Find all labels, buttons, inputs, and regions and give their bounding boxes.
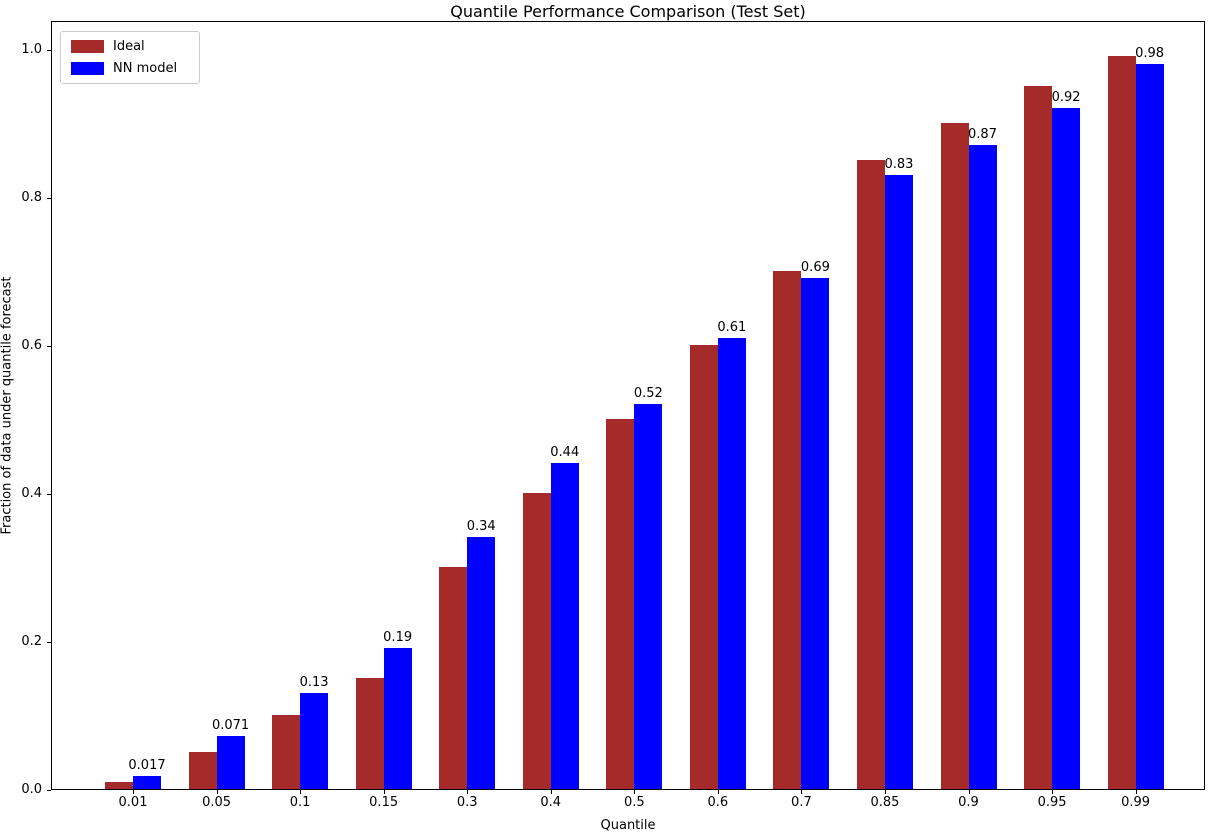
- x-tick-mark: [216, 790, 218, 794]
- x-tick-mark: [968, 790, 970, 794]
- y-tick-label: 1.0: [21, 42, 42, 57]
- bar-value-label: 0.98: [1135, 45, 1165, 61]
- x-tick-label: 0.99: [1121, 795, 1151, 810]
- bar-ideal: [606, 419, 635, 789]
- bar-nn-model: [133, 776, 161, 789]
- bar-value-label: 0.071: [211, 718, 250, 734]
- bar-ideal: [1024, 86, 1053, 789]
- bar-value-label: 0.92: [1051, 90, 1081, 106]
- bar-nn-model: [884, 174, 913, 789]
- x-axis-label: Quantile: [600, 818, 656, 833]
- bar-ideal: [439, 567, 468, 789]
- y-tick-mark: [47, 198, 51, 199]
- bar-value-label: 0.34: [466, 519, 496, 535]
- bar-nn-model: [300, 692, 329, 789]
- bar-value-label: 0.44: [550, 445, 580, 461]
- x-tick-label: 0.05: [202, 795, 232, 810]
- bar-ideal: [188, 752, 217, 789]
- bar-ideal: [856, 160, 885, 789]
- chart-title: Quantile Performance Comparison (Test Se…: [450, 2, 806, 21]
- legend-label-ideal: Ideal: [113, 39, 145, 54]
- x-tick-mark: [467, 790, 469, 794]
- y-tick-mark: [47, 642, 51, 643]
- x-tick-label: 0.3: [456, 795, 478, 810]
- y-tick-mark: [47, 790, 51, 791]
- x-tick-mark: [801, 790, 803, 794]
- bar-nn-model: [717, 337, 746, 789]
- x-tick-label: 0.4: [540, 795, 562, 810]
- legend-item-nn-model: NN model: [71, 61, 189, 76]
- y-tick-label: 0.4: [21, 486, 42, 501]
- x-tick-label: 0.01: [118, 795, 148, 810]
- bar-value-label: 0.61: [717, 319, 747, 335]
- bar-value-label: 0.017: [128, 758, 166, 774]
- x-tick-label: 0.6: [707, 795, 729, 810]
- bar-ideal: [105, 781, 133, 789]
- bar-value-label: 0.52: [633, 386, 663, 402]
- x-tick-mark: [1135, 790, 1137, 794]
- bar-ideal: [272, 715, 301, 789]
- bar-ideal: [689, 345, 718, 789]
- bar-value-label: 0.83: [884, 156, 914, 172]
- y-tick-mark: [47, 50, 51, 51]
- bar-value-label: 0.13: [299, 674, 329, 690]
- bar-nn-model: [216, 736, 245, 789]
- bar-nn-model: [968, 145, 997, 789]
- x-tick-mark: [717, 790, 719, 794]
- legend-swatch-ideal: [71, 40, 104, 53]
- x-tick-mark: [884, 790, 886, 794]
- bar-ideal: [355, 678, 384, 789]
- bar-nn-model: [1135, 63, 1164, 789]
- x-tick-label: 0.1: [289, 795, 311, 810]
- y-axis-label: Fraction of data under quantile forecast: [0, 276, 15, 535]
- x-tick-mark: [383, 790, 385, 794]
- y-tick-label: 0.0: [21, 782, 42, 797]
- x-tick-mark: [1052, 790, 1054, 794]
- y-tick-label: 0.8: [21, 190, 42, 205]
- y-tick-label: 0.2: [21, 634, 42, 649]
- bar-nn-model: [550, 463, 579, 789]
- bar-ideal: [940, 123, 969, 789]
- legend-label-nn-model: NN model: [113, 61, 178, 76]
- y-tick-label: 0.6: [21, 338, 42, 353]
- x-tick-label: 0.15: [369, 795, 399, 810]
- x-tick-mark: [300, 790, 302, 794]
- y-tick-mark: [47, 346, 51, 347]
- x-tick-mark: [550, 790, 552, 794]
- bar-ideal: [1107, 56, 1136, 789]
- bar-ideal: [522, 493, 551, 789]
- x-tick-label: 0.5: [623, 795, 645, 810]
- bar-nn-model: [634, 404, 663, 789]
- x-tick-label: 0.9: [958, 795, 979, 810]
- bar-nn-model: [383, 648, 412, 789]
- plot-area: 0.017 0.071 0.13 0.19 0.34 0.44 0.52 0.61 0.69 0.…: [51, 21, 1205, 790]
- bar-nn-model: [1052, 108, 1081, 789]
- bar-ideal: [773, 271, 802, 789]
- legend: Ideal NN model: [60, 31, 201, 84]
- bar-nn-model: [801, 278, 830, 789]
- bar-value-label: 0.19: [383, 630, 413, 646]
- bar-value-label: 0.87: [968, 127, 997, 143]
- y-tick-mark: [47, 494, 51, 495]
- x-tick-label: 0.85: [870, 795, 900, 810]
- x-tick-mark: [133, 790, 134, 794]
- x-tick-label: 0.7: [791, 795, 812, 810]
- legend-swatch-nn-model: [71, 62, 104, 75]
- bar-value-label: 0.69: [800, 260, 830, 276]
- bar-nn-model: [467, 537, 496, 789]
- x-tick-label: 0.95: [1037, 795, 1067, 810]
- legend-item-ideal: Ideal: [71, 39, 189, 54]
- x-tick-mark: [634, 790, 636, 794]
